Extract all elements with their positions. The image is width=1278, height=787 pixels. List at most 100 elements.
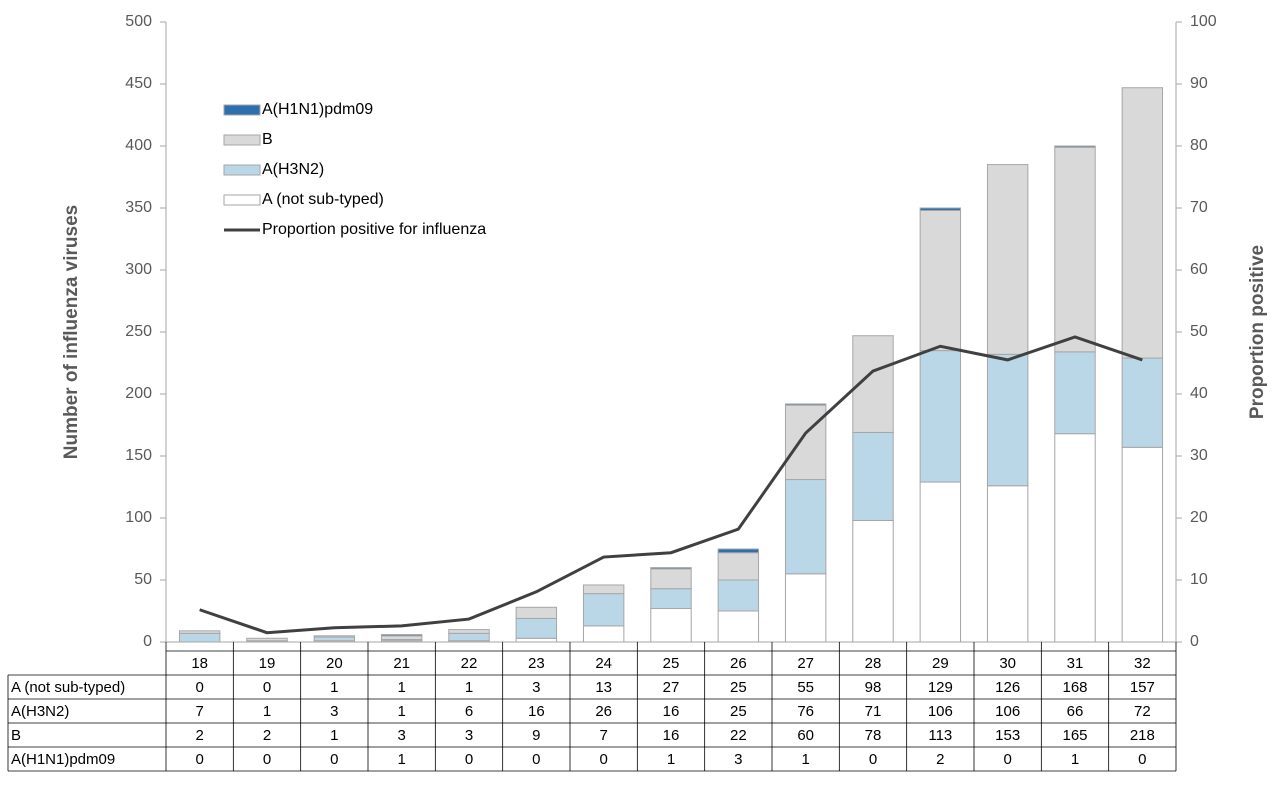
bar-segment: [448, 629, 490, 634]
table-cell: 3: [532, 679, 540, 696]
table-cell: 25: [730, 679, 747, 696]
legend-swatch: [223, 134, 261, 146]
table-cell: 3: [465, 727, 473, 744]
x-tick-label: 30: [999, 655, 1016, 672]
y2-tick-label: 0: [1190, 633, 1199, 650]
y-tick-label: 250: [125, 323, 152, 340]
legend-label: A(H1N1)pdm09: [262, 101, 373, 118]
y2-tick-label: 50: [1190, 323, 1208, 340]
table-cell: 106: [995, 703, 1020, 720]
bar-segment: [1054, 351, 1096, 435]
table-cell: 0: [599, 751, 607, 768]
table-cell: 13: [595, 679, 612, 696]
table-cell: 3: [397, 727, 405, 744]
y-tick-label: 350: [125, 199, 152, 216]
table-cell: 0: [263, 679, 271, 696]
bar-segment: [515, 617, 558, 639]
table-cell: 72: [1134, 703, 1151, 720]
x-tick-label: 27: [797, 655, 814, 672]
y-axis-title: Number of influenza viruses: [61, 205, 82, 459]
bar-segment: [246, 637, 288, 642]
bar-segment: [582, 625, 625, 643]
table-cell: 60: [797, 727, 814, 744]
y2-tick-label: 40: [1190, 385, 1208, 402]
bar-segment: [852, 519, 894, 643]
bar-segment: [986, 164, 1029, 355]
y2-tick-label: 30: [1190, 447, 1208, 464]
bar-segment: [919, 209, 962, 352]
table-cell: 165: [1062, 727, 1087, 744]
table-cell: 27: [663, 679, 680, 696]
bar-segment: [515, 606, 558, 619]
table-cell: 129: [928, 679, 953, 696]
bar-segment: [784, 573, 827, 643]
table-cell: 2: [195, 727, 203, 744]
y-tick-label: 0: [143, 633, 152, 650]
table-cell: 6: [465, 703, 473, 720]
table-cell: 7: [195, 703, 203, 720]
bar-segment: [919, 350, 962, 483]
table-row-label: A(H1N1)pdm09: [11, 751, 115, 768]
bar-segment: [717, 610, 760, 643]
bar-segment: [650, 568, 692, 590]
table-cell: 71: [865, 703, 882, 720]
table-cell: 0: [195, 751, 203, 768]
x-tick-label: 31: [1067, 655, 1084, 672]
bar-segment: [1054, 146, 1096, 353]
legend-label: A(H3N2): [262, 161, 324, 178]
table-cell: 22: [730, 727, 747, 744]
legend-label: Proportion positive for influenza: [262, 221, 486, 238]
table-cell: 3: [734, 751, 742, 768]
y-tick-label: 150: [125, 447, 152, 464]
bar-segment: [178, 632, 221, 643]
table-cell: 1: [801, 751, 809, 768]
legend-swatch: [223, 164, 261, 176]
x-tick-label: 22: [461, 655, 478, 672]
bar-segment: [448, 632, 490, 642]
y-tick-label: 450: [125, 75, 152, 92]
bar-segment: [313, 636, 356, 642]
table-cell: 1: [263, 703, 271, 720]
table-cell: 0: [1138, 751, 1146, 768]
bar-segment: [1121, 357, 1164, 448]
table-cell: 0: [869, 751, 877, 768]
table-cell: 78: [865, 727, 882, 744]
bar-segment: [313, 635, 356, 638]
table-cell: 2: [263, 727, 271, 744]
x-tick-label: 21: [393, 655, 410, 672]
table-cell: 55: [797, 679, 814, 696]
y2-tick-label: 60: [1190, 261, 1208, 278]
bar-segment: [178, 630, 221, 634]
table-cell: 153: [995, 727, 1020, 744]
table-cell: 25: [730, 703, 747, 720]
y-tick-label: 50: [134, 571, 152, 588]
y-tick-label: 200: [125, 385, 152, 402]
x-tick-label: 20: [326, 655, 343, 672]
line-series: [199, 335, 1143, 635]
bar-segment: [1054, 433, 1096, 643]
y-tick-label: 500: [125, 13, 152, 30]
y-tick-label: 300: [125, 261, 152, 278]
table-cell: 16: [663, 703, 680, 720]
x-tick-label: 23: [528, 655, 545, 672]
bar-segment: [380, 635, 423, 641]
bar-segment: [1121, 87, 1164, 359]
y2-tick-label: 20: [1190, 509, 1208, 526]
x-tick-label: 19: [259, 655, 276, 672]
x-tick-label: 24: [595, 655, 612, 672]
bar-segment: [986, 485, 1029, 643]
table-cell: 0: [1003, 751, 1011, 768]
bar-segment: [582, 593, 625, 627]
x-tick-label: 32: [1134, 655, 1151, 672]
table-cell: 3: [330, 703, 338, 720]
table-cell: 168: [1062, 679, 1087, 696]
x-tick-label: 26: [730, 655, 747, 672]
bar-segment: [784, 403, 827, 406]
bar-segment: [1054, 145, 1096, 148]
table-cell: 9: [532, 727, 540, 744]
table-cell: 16: [663, 727, 680, 744]
bar-segment: [380, 634, 423, 637]
table-cell: 26: [595, 703, 612, 720]
legend-label: B: [262, 131, 273, 148]
